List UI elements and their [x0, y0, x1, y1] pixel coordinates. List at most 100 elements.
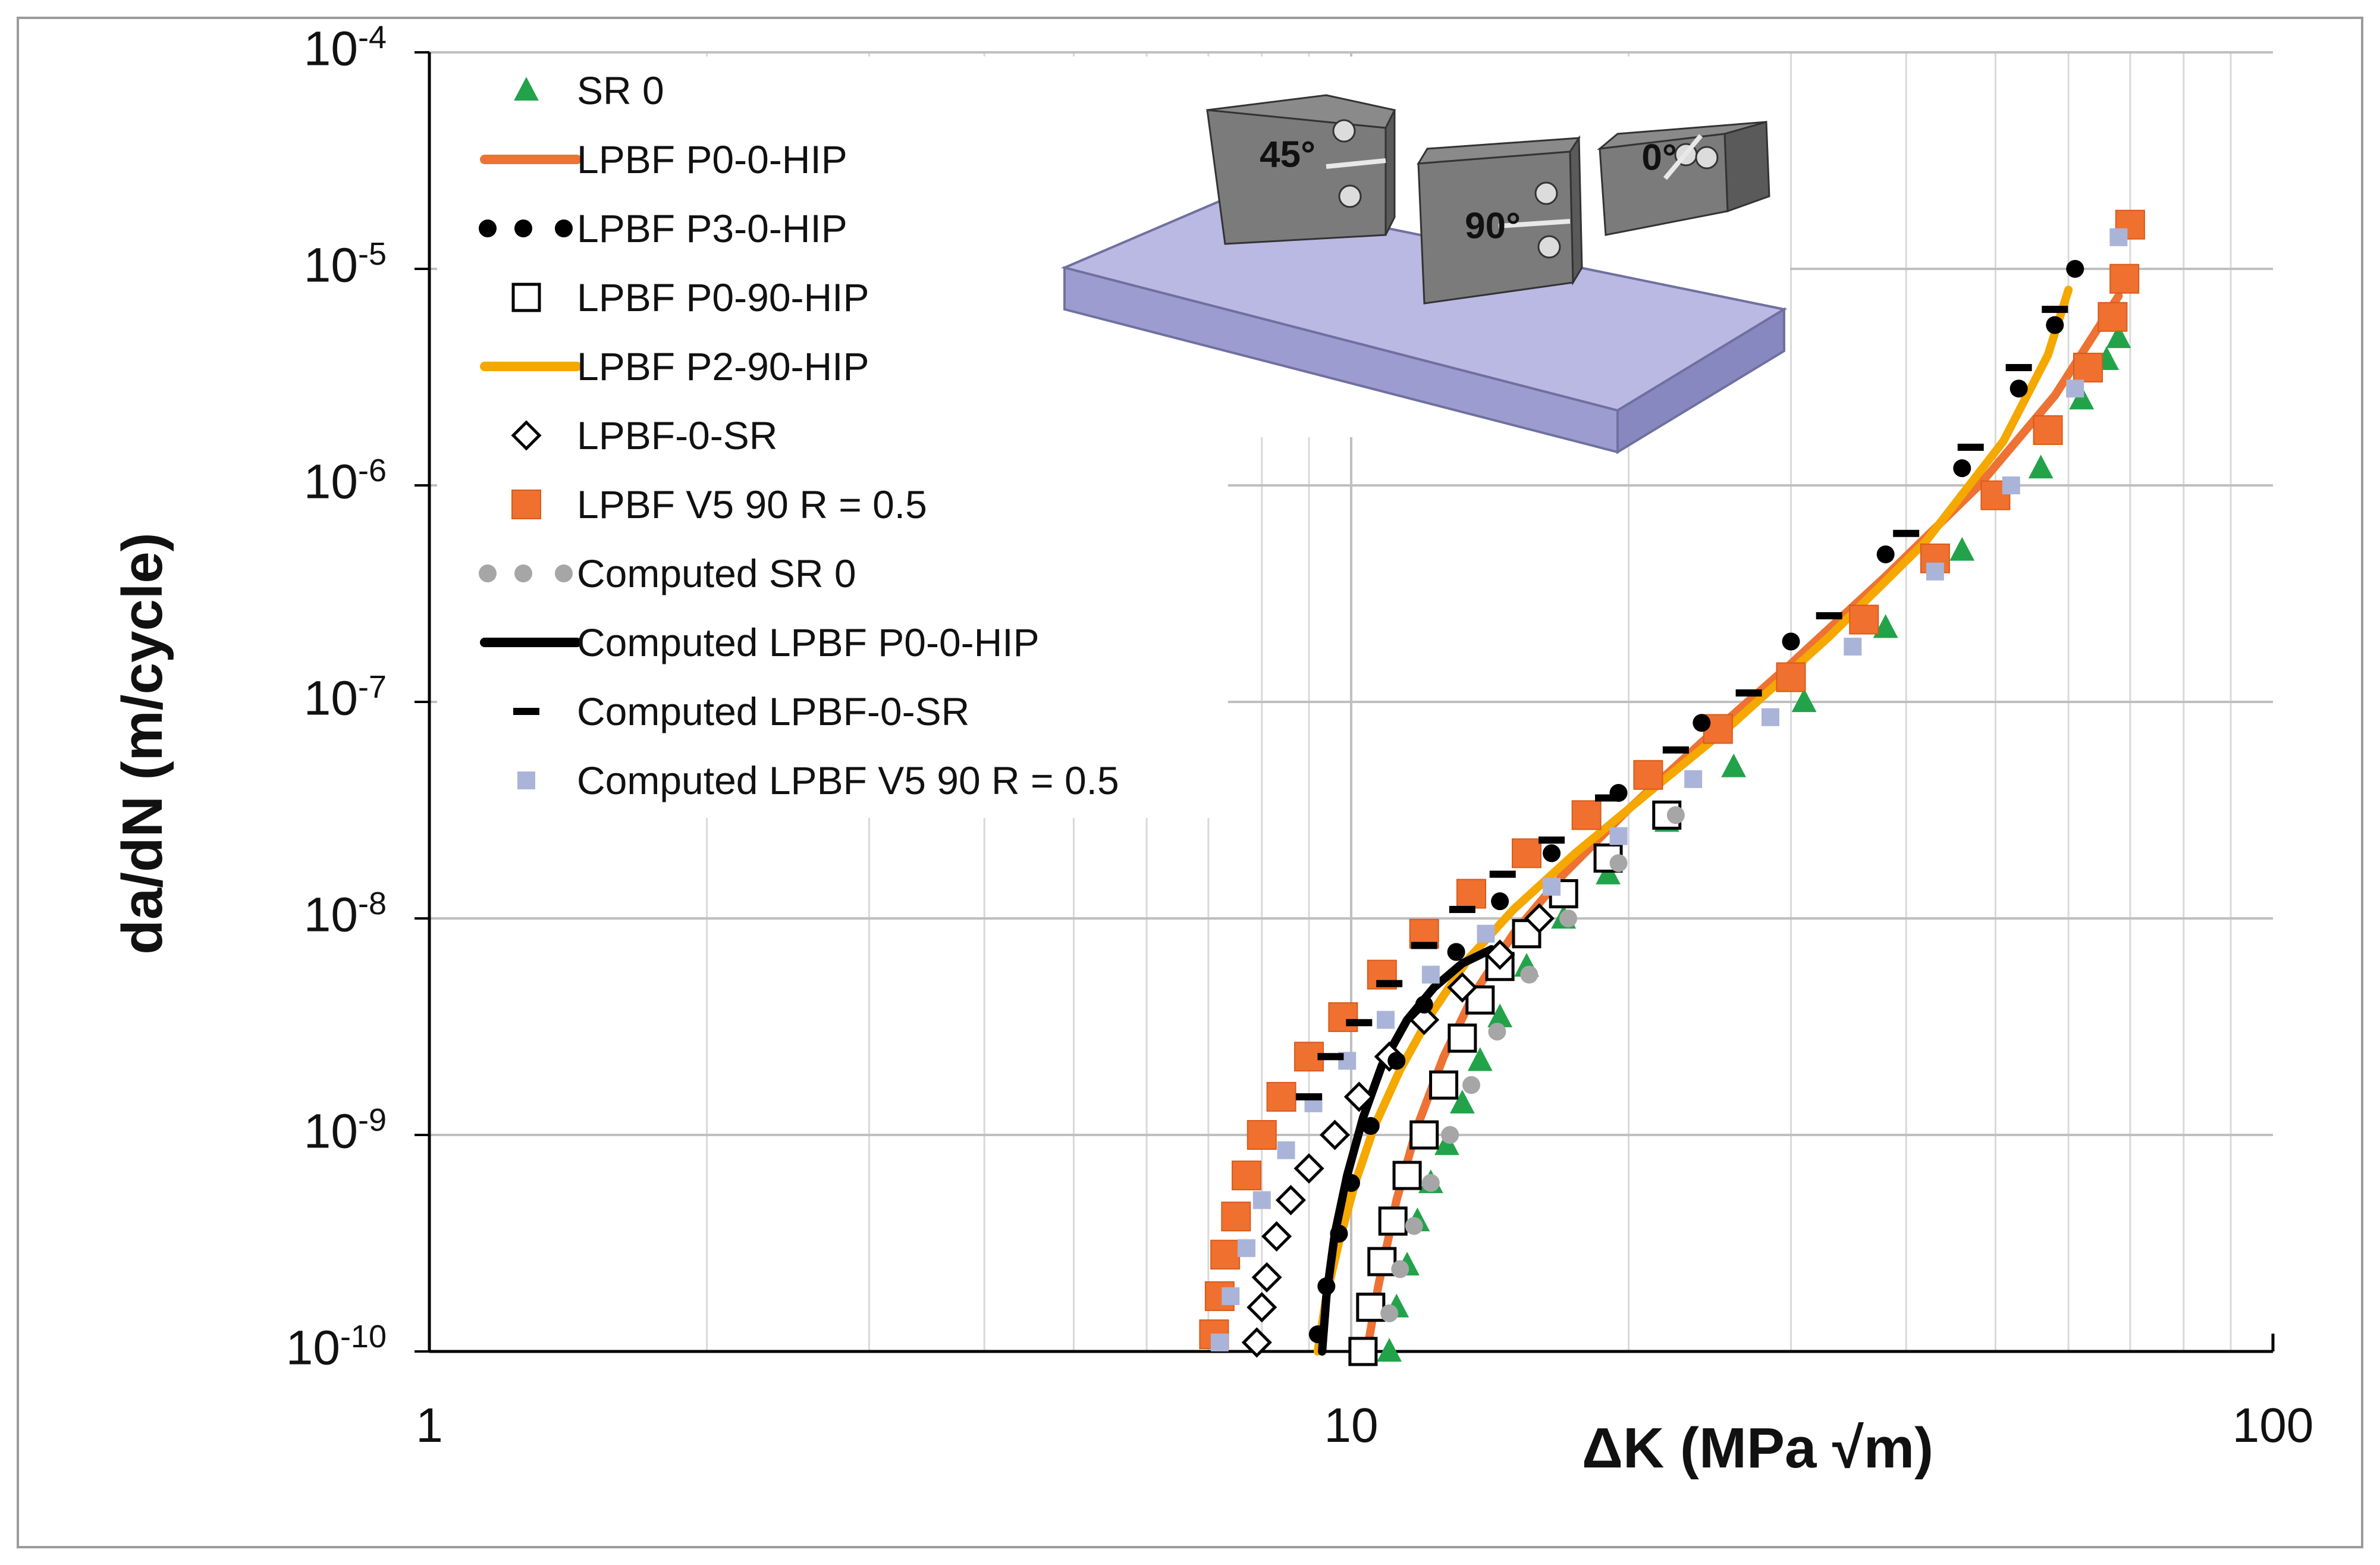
legend-marker: [479, 219, 497, 237]
data-point: [1776, 662, 1806, 692]
data-point: [2066, 260, 2084, 278]
data-point: [1816, 612, 1842, 620]
legend-marker: [511, 283, 541, 312]
legend-entry-label: Computed LPBF P0-0-HIP: [577, 620, 1040, 664]
y-tick-label: 10-10: [285, 1319, 387, 1375]
legend-entry-label: LPBF P2-90-HIP: [577, 344, 869, 388]
data-point: [1762, 708, 1780, 726]
data-point: [1449, 905, 1475, 913]
data-point: [1609, 854, 1628, 873]
legend-symbol-10: [517, 771, 535, 789]
data-point: [2002, 476, 2020, 494]
series-line: [1318, 945, 1496, 1356]
specimen-hole: [1338, 184, 1362, 208]
legend-marker: [513, 708, 539, 715]
data-point: [1319, 1119, 1351, 1150]
data-point: [1293, 1153, 1324, 1184]
data-point: [1409, 1120, 1439, 1150]
data-point: [1210, 1240, 1241, 1270]
legend-symbol-3: [511, 283, 541, 312]
legend-entry-label: LPBF-0-SR: [577, 413, 778, 457]
y-tick-label: 10-4: [303, 20, 387, 76]
x-tick-label: 1: [416, 1398, 443, 1453]
series-layer: [1199, 209, 2145, 1366]
data-point: [1666, 806, 1685, 824]
legend-marker: [514, 77, 539, 101]
specimen-face: [1417, 150, 1574, 305]
legend-symbol-5: [511, 420, 542, 451]
data-point: [2028, 454, 2054, 479]
series-line: [1362, 291, 2123, 1356]
series-7: [1380, 806, 1685, 1322]
data-point: [1684, 770, 1703, 788]
data-point: [1957, 443, 1984, 451]
x-tick-label: 10: [1324, 1398, 1379, 1453]
data-point: [1275, 1185, 1307, 1216]
data-point: [1662, 746, 1689, 754]
legend-symbol-9: [513, 708, 539, 715]
series-8: [1318, 945, 1496, 1356]
y-tick-label: 10-9: [303, 1102, 387, 1159]
data-point: [1361, 1116, 1380, 1135]
series-4: [1313, 286, 2073, 1356]
y-tick-label: 10-7: [303, 669, 387, 726]
data-point: [1538, 836, 1565, 844]
legend-marker: [555, 219, 573, 237]
data-point: [1346, 1019, 1373, 1027]
data-point: [1484, 939, 1515, 970]
plate-side: [1616, 307, 1785, 454]
data-point: [1462, 1076, 1481, 1094]
data-point: [1277, 1141, 1295, 1159]
legend-marker: [555, 564, 573, 582]
specimen-side: [1723, 121, 1770, 213]
data-point: [1246, 1120, 1277, 1150]
legend-entry-label: LPBF P0-90-HIP: [577, 275, 869, 319]
data-point: [1571, 800, 1602, 830]
data-point: [1487, 1003, 1513, 1028]
data-point: [1238, 1239, 1256, 1257]
data-point: [2005, 363, 2032, 371]
data-point: [1421, 1174, 1440, 1192]
data-point: [1222, 1287, 1240, 1306]
data-point: [1342, 1174, 1360, 1192]
data-point: [1873, 614, 1898, 638]
notch-45: [1326, 158, 1386, 169]
data-point: [1252, 1191, 1271, 1209]
data-point: [1721, 753, 1747, 777]
legend-entry-label: LPBF V5 90 R = 0.5: [577, 482, 927, 526]
data-point: [1210, 1333, 1229, 1351]
legend-symbol-6: [511, 490, 541, 519]
data-point: [1421, 965, 1440, 984]
data-point: [1693, 714, 1711, 732]
data-point: [1317, 1053, 1344, 1061]
data-point: [1328, 1002, 1358, 1032]
data-point: [1377, 1338, 1402, 1362]
data-point: [1308, 1325, 1327, 1344]
x-tick-label: 100: [2232, 1398, 2314, 1453]
inset-angle-label: 0°: [1641, 137, 1677, 178]
data-point: [1296, 1093, 1323, 1100]
legend-marker: [514, 564, 532, 582]
data-point: [2069, 385, 2095, 410]
series-3: [1348, 800, 1682, 1366]
specimen-hole: [1537, 235, 1561, 259]
legend-entry-label: Computed LPBF-0-SR: [577, 689, 970, 733]
x-axis-label: ΔK (MPa √m): [1582, 1416, 1934, 1480]
data-point: [1633, 760, 1663, 790]
data-point: [1391, 1260, 1409, 1278]
data-point: [2046, 316, 2064, 334]
data-point: [1261, 1221, 1292, 1252]
legend-entry-label: LPBF P0-0-HIP: [577, 137, 847, 181]
data-point: [2098, 302, 2128, 332]
inset-angle-label: 45°: [1260, 134, 1315, 175]
legend-marker: [479, 564, 497, 582]
legend-marker: [514, 219, 532, 237]
series-9: [1296, 306, 2068, 1100]
data-point: [1356, 1293, 1386, 1322]
legend-marker: [511, 420, 542, 451]
data-point: [1378, 1206, 1408, 1236]
data-point: [1377, 1011, 1395, 1029]
legend-marker: [517, 771, 535, 789]
data-point: [1266, 1081, 1296, 1112]
